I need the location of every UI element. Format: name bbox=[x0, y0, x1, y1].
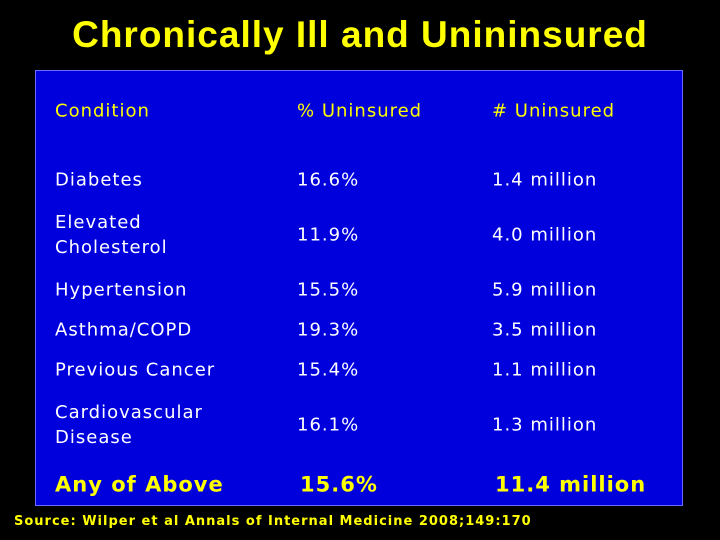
source-note: Source: Wilper et al Annals of Internal … bbox=[14, 514, 532, 529]
table-cell: 15.4% bbox=[297, 359, 360, 381]
table-cell: Cardiovascular Disease bbox=[55, 402, 203, 448]
table-cell: Asthma/COPD bbox=[55, 319, 193, 341]
table-cell: 11.9% bbox=[297, 224, 360, 246]
column-header: % Uninsured bbox=[297, 100, 423, 122]
table-cell: Diabetes bbox=[55, 169, 143, 191]
table-cell: 1.1 million bbox=[492, 359, 598, 381]
table-cell: 3.5 million bbox=[492, 319, 598, 341]
table-cell: 15.5% bbox=[297, 279, 360, 301]
column-header: Condition bbox=[55, 100, 150, 122]
slide-title: Chronically Ill and Unininsured bbox=[72, 14, 648, 55]
table-cell: 4.0 million bbox=[492, 224, 598, 246]
table-cell: 16.1% bbox=[297, 414, 360, 436]
table-cell: 1.3 million bbox=[492, 414, 598, 436]
table-cell: Any of Above bbox=[55, 472, 224, 497]
table-cell: 11.4 million bbox=[495, 472, 647, 497]
table-cell: Previous Cancer bbox=[55, 359, 216, 381]
table-cell: 16.6% bbox=[297, 169, 360, 191]
table-cell: 19.3% bbox=[297, 319, 360, 341]
table-panel bbox=[35, 70, 683, 506]
table-cell: 5.9 million bbox=[492, 279, 598, 301]
table-cell: Elevated Cholesterol bbox=[55, 212, 168, 258]
table-cell: Hypertension bbox=[55, 279, 188, 301]
table-cell: 15.6% bbox=[300, 472, 378, 497]
column-header: # Uninsured bbox=[492, 100, 616, 122]
table-cell: 1.4 million bbox=[492, 169, 598, 191]
